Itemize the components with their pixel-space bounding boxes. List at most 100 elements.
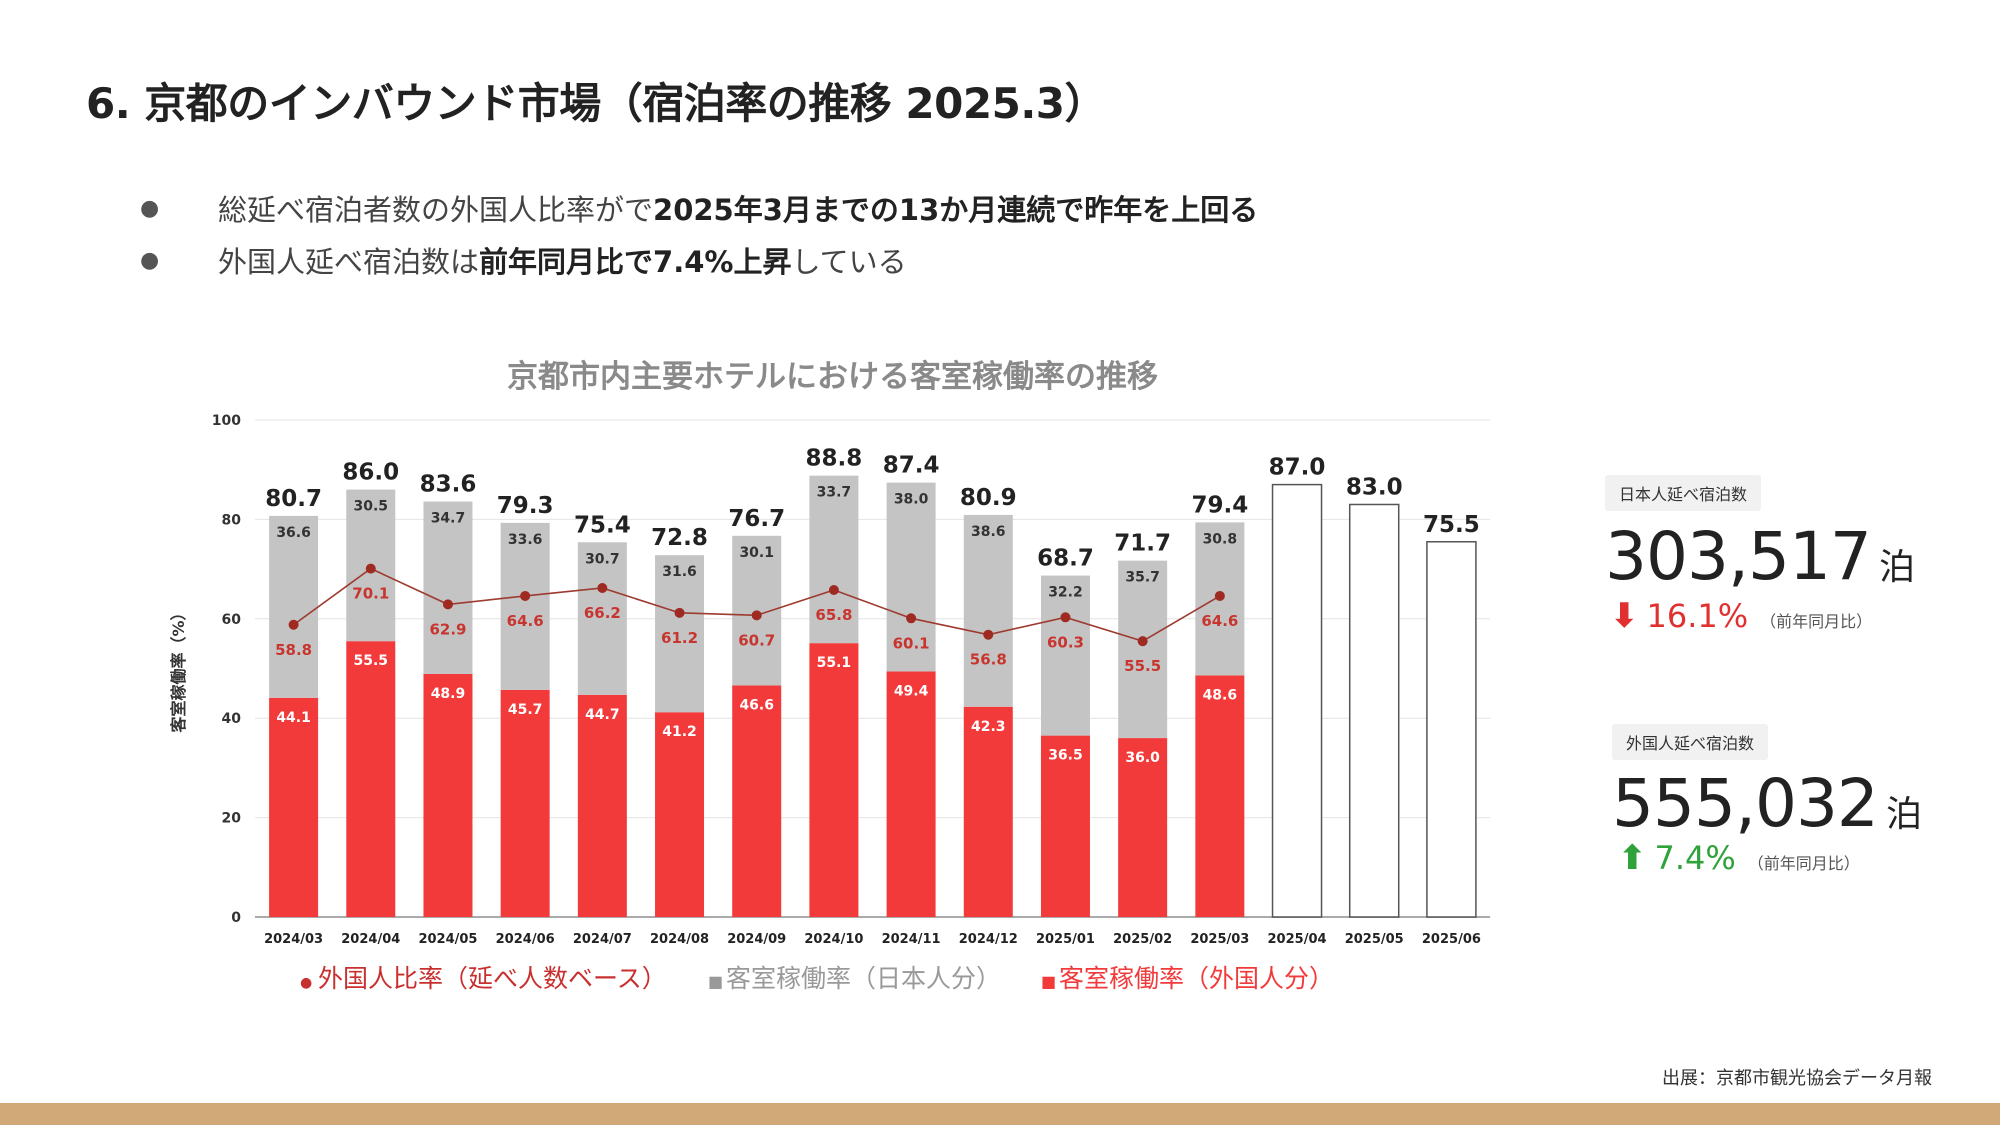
- bar-forecast: [1271, 483, 1323, 918]
- x-tick-label: 2025/04: [1268, 932, 1327, 947]
- bar-japanese-label: 33.6: [508, 532, 543, 548]
- bullet-text: 外国人延べ宿泊数は: [218, 245, 480, 279]
- y-tick-label: 40: [222, 711, 242, 727]
- bar-foreign: [732, 685, 782, 917]
- y-axis-label: 客室稼働率（%）: [169, 604, 188, 732]
- bar-foreign-label: 44.7: [585, 707, 620, 723]
- x-tick-label: 2024/05: [418, 932, 477, 947]
- bar-foreign: [1195, 675, 1245, 917]
- bar-japanese: [577, 542, 627, 695]
- x-tick-label: 2024/03: [264, 932, 323, 947]
- ratio-label: 61.2: [661, 629, 698, 647]
- bar-total-label: 79.4: [1191, 492, 1248, 518]
- ratio-label: 62.9: [429, 620, 466, 638]
- bar-japanese: [886, 482, 936, 672]
- bar-foreign-label: 46.6: [739, 697, 774, 713]
- bar-foreign-label: 55.5: [354, 653, 389, 669]
- ratio-point: [520, 590, 531, 601]
- japanese-stat-unit: 泊: [1878, 547, 1915, 588]
- foreign-stat-label: 外国人延べ宿泊数: [1612, 724, 1769, 760]
- ratio-label: 58.8: [275, 641, 312, 659]
- legend-marker-icon: ■: [708, 972, 723, 991]
- bar-japanese-label: 33.7: [817, 485, 852, 501]
- ratio-point: [983, 629, 994, 640]
- bar-foreign-label: 48.9: [431, 686, 466, 702]
- legend-marker-icon: ●: [300, 975, 312, 991]
- ratio-point: [1060, 612, 1071, 623]
- bar-foreign: [269, 697, 319, 917]
- legend-label: 客室稼働率（外国人分）: [1059, 964, 1334, 993]
- bar-foreign-label: 42.3: [971, 719, 1006, 735]
- bar-foreign-label: 41.2: [662, 724, 697, 740]
- bar-foreign: [1040, 735, 1090, 917]
- bar-total-label: 87.0: [1269, 455, 1326, 481]
- ratio-label: 64.6: [1201, 612, 1238, 630]
- bar-japanese-label: 30.7: [585, 551, 620, 567]
- bar-foreign: [809, 643, 859, 917]
- bar-japanese-label: 30.5: [354, 499, 389, 515]
- ratio-point: [828, 584, 839, 595]
- bar-foreign: [577, 694, 627, 917]
- japanese-stat-label: 日本人延べ宿泊数: [1605, 475, 1762, 511]
- bar-total-label: 68.7: [1037, 546, 1094, 572]
- ratio-label: 60.7: [738, 631, 775, 649]
- bullet-bold-text: 前年同月比で7.4%上昇: [479, 245, 792, 279]
- x-tick-label: 2024/08: [650, 932, 709, 947]
- bar-japanese: [809, 475, 859, 644]
- foreign-stat-number: 555,032: [1612, 765, 1879, 842]
- slide-title: 6. 京都のインバウンド市場（宿泊率の推移 2025.3）: [86, 79, 1107, 128]
- japanese-stat-number: 303,517: [1605, 518, 1872, 595]
- ratio-label: 55.5: [1124, 657, 1161, 675]
- bar-total-label: 88.8: [806, 446, 863, 472]
- bar-total-label: 83.0: [1346, 474, 1403, 500]
- bar-total-label: 86.0: [342, 460, 399, 486]
- bar-total-label: 83.6: [420, 472, 477, 498]
- bar-japanese-label: 30.1: [739, 545, 774, 561]
- bar-total-label: 75.5: [1423, 512, 1480, 538]
- bar-total-label: 87.4: [883, 453, 940, 479]
- bar-total-label: 79.3: [497, 493, 554, 519]
- bar-foreign-label: 49.4: [894, 683, 929, 699]
- y-tick-label: 60: [222, 612, 242, 628]
- ratio-label: 64.6: [507, 612, 544, 630]
- bar-total-label: 80.7: [265, 486, 322, 512]
- x-tick-label: 2024/04: [341, 932, 400, 947]
- bar-japanese: [269, 515, 319, 698]
- ratio-label: 65.8: [815, 606, 852, 624]
- bar-japanese-label: 31.6: [662, 564, 697, 580]
- x-tick-label: 2024/09: [727, 932, 786, 947]
- y-tick-label: 20: [222, 811, 242, 827]
- ratio-label: 56.8: [970, 651, 1007, 669]
- bar-total-label: 76.7: [728, 506, 785, 532]
- bar-japanese-label: 32.2: [1048, 585, 1083, 601]
- bar-japanese-label: 36.6: [276, 525, 311, 541]
- bar-japanese-label: 38.0: [894, 492, 929, 508]
- ratio-label: 60.1: [893, 634, 930, 652]
- bar-foreign-label: 44.1: [276, 710, 311, 726]
- bar-foreign: [963, 706, 1013, 917]
- y-tick-label: 100: [212, 413, 241, 429]
- x-tick-label: 2024/11: [882, 932, 941, 947]
- bar-forecast: [1348, 503, 1400, 918]
- bar-foreign: [655, 712, 705, 917]
- bar-japanese: [1040, 575, 1090, 736]
- bar-japanese-label: 34.7: [431, 511, 466, 527]
- ratio-point: [365, 563, 376, 574]
- y-tick-label: 80: [222, 512, 242, 528]
- x-tick-label: 2025/06: [1422, 932, 1481, 947]
- ratio-point: [1214, 590, 1225, 601]
- bar-japanese-label: 30.8: [1203, 531, 1238, 547]
- bullet-text: 総延べ宿泊者数の外国人比率がで: [218, 193, 654, 227]
- bar-total-label: 80.9: [960, 485, 1017, 511]
- japanese-change-percent: 16.1%: [1646, 597, 1749, 635]
- bar-japanese: [963, 514, 1013, 707]
- bar-japanese-label: 38.6: [971, 524, 1006, 540]
- bar-forecast: [1426, 541, 1477, 918]
- ratio-label: 66.2: [584, 604, 621, 622]
- bullet-after-text: している: [791, 245, 907, 279]
- bar-foreign-label: 55.1: [817, 655, 852, 671]
- legend-label: 客室稼働率（日本人分）: [726, 964, 1001, 993]
- bar-foreign: [1118, 738, 1168, 917]
- x-tick-label: 2024/06: [496, 932, 555, 947]
- y-tick-label: 0: [231, 910, 241, 926]
